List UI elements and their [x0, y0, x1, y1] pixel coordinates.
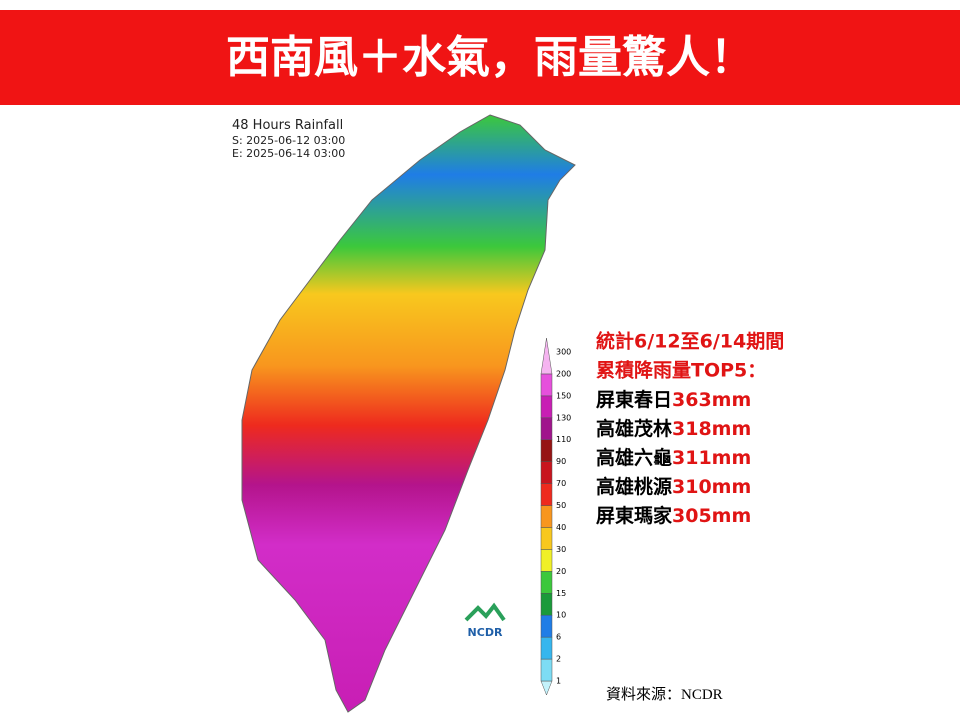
legend-band	[540, 461, 553, 484]
legend-band	[540, 658, 553, 682]
legend-label: 20	[556, 567, 566, 576]
rank-item: 高雄茂林318mm	[596, 417, 751, 440]
map-start: S: 2025-06-12 03:00	[232, 134, 345, 147]
legend-band	[540, 614, 553, 638]
legend-label: 150	[556, 391, 571, 400]
rank-place: 屏東春日	[596, 388, 672, 411]
legend-band	[540, 680, 553, 696]
legend-label: 2	[556, 655, 561, 664]
legend-band	[540, 505, 553, 528]
legend-label: 6	[556, 633, 561, 642]
legend-band	[540, 527, 553, 550]
rank-place: 屏東瑪家	[596, 504, 673, 527]
legend-band	[540, 549, 553, 572]
legend-label: 15	[556, 589, 566, 598]
legend-label: 200	[556, 369, 571, 378]
header-title: 西南風＋水氣，雨量驚人！	[226, 32, 754, 83]
rank-place: 高雄茂林	[596, 417, 672, 440]
legend-label: 50	[556, 501, 566, 510]
legend-band	[540, 337, 553, 375]
logo-text: NCDR	[468, 626, 503, 639]
source-name: NCDR	[681, 687, 723, 703]
legend-label: 40	[556, 523, 566, 532]
legend-band	[540, 417, 553, 440]
legend-band	[540, 636, 553, 660]
source-label: 資料來源：	[606, 685, 681, 703]
legend-band	[540, 571, 553, 594]
logo-mark	[464, 602, 506, 622]
stats: 統計6/12至6/14期間累積降雨量TOP5：屏東春日363mm高雄茂林318m…	[596, 330, 784, 527]
legend-band	[540, 439, 553, 462]
rank-amount: 318mm	[672, 418, 751, 440]
legend-label: 30	[556, 545, 566, 554]
rank-amount: 363mm	[672, 389, 751, 411]
legend-band	[540, 593, 553, 616]
rank-item: 屏東瑪家305mm	[596, 504, 751, 527]
legend-label: 1	[556, 677, 561, 686]
map-end: E: 2025-06-14 03:00	[232, 147, 345, 160]
stats-heading: 累積降雨量TOP5：	[596, 359, 766, 382]
rank-item: 高雄桃源310mm	[596, 475, 751, 498]
rank-place: 高雄六龜	[596, 446, 672, 469]
rank-place: 高雄桃源	[596, 475, 672, 498]
legend-band	[540, 373, 553, 397]
legend-label: 300	[556, 348, 571, 357]
stats-heading: 統計6/12至6/14期間	[596, 330, 784, 353]
source: 資料來源：NCDR	[606, 685, 723, 703]
legend-band	[540, 483, 553, 506]
legend-label: 90	[556, 457, 566, 466]
legend-label: 110	[556, 435, 571, 444]
legend: 1 2 6 10 15 20 30 40 50 70 90 110 130 150 200 300	[540, 337, 571, 696]
legend-band	[540, 395, 553, 419]
rank-amount: 311mm	[672, 447, 751, 469]
legend-label: 130	[556, 413, 571, 422]
legend-label: 70	[556, 479, 566, 488]
rank-item: 高雄六龜311mm	[596, 446, 751, 469]
rank-item: 屏東春日363mm	[596, 388, 751, 411]
rank-amount: 310mm	[672, 476, 751, 498]
legend-label: 10	[556, 611, 566, 620]
header-bar	[0, 10, 960, 105]
map-title: 48 Hours Rainfall	[232, 118, 343, 133]
taiwan-map	[241, 114, 576, 713]
rank-amount: 305mm	[672, 505, 751, 527]
